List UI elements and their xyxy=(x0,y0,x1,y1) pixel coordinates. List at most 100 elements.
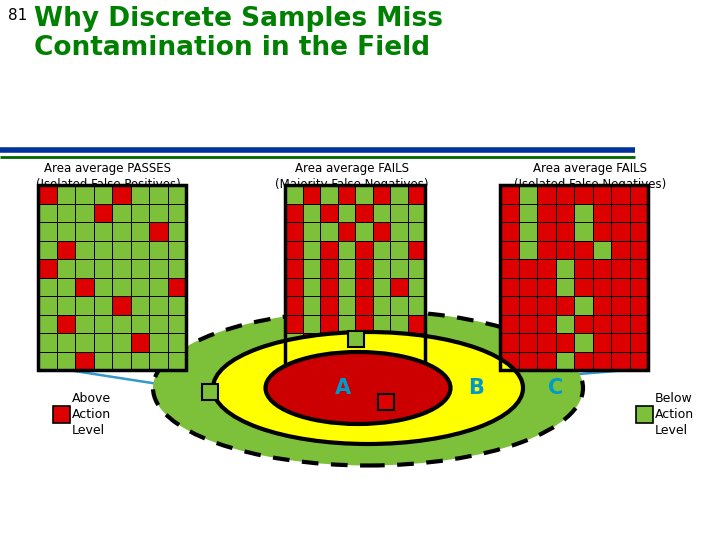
Bar xyxy=(130,333,149,352)
Bar xyxy=(302,352,320,370)
Bar xyxy=(320,204,338,222)
Bar xyxy=(390,259,408,278)
Bar xyxy=(593,314,611,333)
Bar xyxy=(285,185,302,204)
Bar xyxy=(372,333,390,352)
Bar xyxy=(408,204,425,222)
Bar xyxy=(149,314,168,333)
Bar xyxy=(355,296,372,314)
Bar xyxy=(75,296,94,314)
Bar xyxy=(130,240,149,259)
Text: Area average FAILS
(Majority False Negatives): Area average FAILS (Majority False Negat… xyxy=(275,162,428,191)
Bar xyxy=(338,204,355,222)
Bar xyxy=(611,278,629,296)
Text: Area average FAILS
(Isolated False Negatives): Area average FAILS (Isolated False Negat… xyxy=(514,162,666,191)
Bar xyxy=(355,204,372,222)
Bar xyxy=(149,185,168,204)
Bar xyxy=(112,352,130,370)
Bar xyxy=(556,352,574,370)
Bar xyxy=(38,204,56,222)
Bar xyxy=(574,333,593,352)
Bar xyxy=(390,185,408,204)
Bar xyxy=(611,204,629,222)
Bar xyxy=(593,259,611,278)
Bar xyxy=(574,314,593,333)
Bar xyxy=(629,222,648,240)
Bar xyxy=(500,185,648,370)
Bar xyxy=(302,222,320,240)
Bar xyxy=(518,296,537,314)
Bar xyxy=(112,185,130,204)
Bar xyxy=(112,240,130,259)
Bar xyxy=(372,240,390,259)
Bar xyxy=(56,296,75,314)
Bar xyxy=(537,185,556,204)
Bar xyxy=(302,314,320,333)
Bar xyxy=(629,352,648,370)
Bar xyxy=(75,185,94,204)
Bar xyxy=(355,278,372,296)
Text: Above
Action
Level: Above Action Level xyxy=(72,393,111,437)
Bar xyxy=(75,204,94,222)
Bar xyxy=(338,240,355,259)
Ellipse shape xyxy=(213,332,523,444)
Bar xyxy=(629,204,648,222)
Bar xyxy=(302,259,320,278)
Bar xyxy=(149,333,168,352)
Bar xyxy=(390,204,408,222)
Bar xyxy=(629,278,648,296)
Bar xyxy=(390,314,408,333)
Bar xyxy=(355,314,372,333)
Bar xyxy=(537,204,556,222)
Bar xyxy=(611,333,629,352)
Ellipse shape xyxy=(153,310,583,465)
Bar xyxy=(500,204,518,222)
Bar xyxy=(38,222,56,240)
Bar xyxy=(56,314,75,333)
Bar xyxy=(94,278,112,296)
Bar xyxy=(320,352,338,370)
Bar xyxy=(348,331,364,347)
Bar xyxy=(320,278,338,296)
Bar xyxy=(338,222,355,240)
Bar xyxy=(302,185,320,204)
Bar xyxy=(130,185,149,204)
Bar xyxy=(285,204,302,222)
Bar xyxy=(636,406,653,423)
Bar xyxy=(556,278,574,296)
Bar xyxy=(285,314,302,333)
Bar xyxy=(629,259,648,278)
Bar xyxy=(372,296,390,314)
Text: Below
Action
Level: Below Action Level xyxy=(655,393,694,437)
Bar xyxy=(56,185,75,204)
Bar xyxy=(593,278,611,296)
Bar xyxy=(130,204,149,222)
Bar xyxy=(390,222,408,240)
Bar xyxy=(593,352,611,370)
Bar xyxy=(302,333,320,352)
Bar xyxy=(500,259,518,278)
Bar xyxy=(372,222,390,240)
Bar xyxy=(320,240,338,259)
Bar xyxy=(285,333,302,352)
Bar xyxy=(372,314,390,333)
Bar xyxy=(38,314,56,333)
Bar xyxy=(408,259,425,278)
Bar xyxy=(75,352,94,370)
Bar xyxy=(390,240,408,259)
Bar xyxy=(629,314,648,333)
Bar xyxy=(629,185,648,204)
Bar xyxy=(593,222,611,240)
Bar xyxy=(320,185,338,204)
Bar xyxy=(130,278,149,296)
Bar xyxy=(285,240,302,259)
Bar xyxy=(611,314,629,333)
Bar xyxy=(372,185,390,204)
Bar xyxy=(556,204,574,222)
Bar xyxy=(94,333,112,352)
Bar xyxy=(518,278,537,296)
Bar xyxy=(611,296,629,314)
Bar xyxy=(518,314,537,333)
Bar xyxy=(75,240,94,259)
Bar xyxy=(556,296,574,314)
